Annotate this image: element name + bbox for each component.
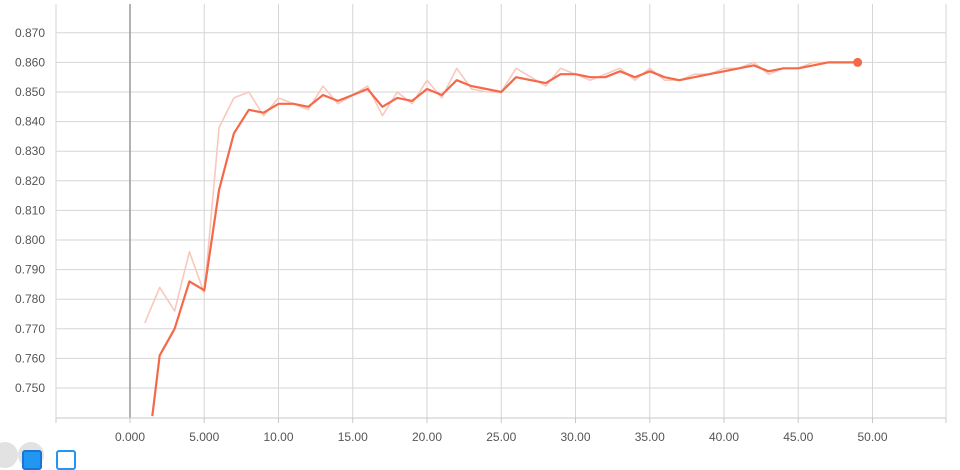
x-tick-label: 0.000	[115, 430, 145, 444]
series	[144, 57, 863, 417]
y-tick-label: 0.870	[15, 26, 45, 40]
fit-icon[interactable]	[56, 450, 76, 470]
x-tick-label: 15.00	[338, 430, 368, 444]
smoothed-series-line	[151, 61, 858, 417]
y-tick-label: 0.830	[15, 144, 45, 158]
chart-toolbar	[0, 442, 100, 470]
checkbox-icon[interactable]	[22, 450, 42, 470]
y-tick-label: 0.820	[15, 174, 45, 188]
series-endpoint-marker	[853, 57, 863, 67]
x-tick-label: 5.000	[189, 430, 219, 444]
y-tick-label: 0.810	[15, 203, 45, 217]
tick-labels: 0.750 0.760 0.770 0.780 0.790 0.800 0.810 0.820…	[15, 26, 888, 444]
y-tick-label: 0.860	[15, 55, 45, 69]
y-tick-label: 0.750	[15, 381, 45, 395]
x-tick-label: 45.00	[783, 430, 813, 444]
y-tick-label: 0.790	[15, 263, 45, 277]
x-tick-label: 50.00	[857, 430, 887, 444]
y-tick-label: 0.780	[15, 292, 45, 306]
x-tick-label: 10.00	[263, 430, 293, 444]
line-chart: 0.750 0.760 0.770 0.780 0.790 0.800 0.810 0.820…	[15, 4, 947, 444]
y-tick-label: 0.850	[15, 85, 45, 99]
expand-icon[interactable]	[0, 442, 18, 468]
x-tick-label: 30.00	[560, 430, 590, 444]
axes	[55, 417, 947, 423]
y-tick-label: 0.800	[15, 233, 45, 247]
x-tick-label: 20.00	[412, 430, 442, 444]
y-tick-label: 0.770	[15, 322, 45, 336]
y-tick-label: 0.760	[15, 351, 45, 365]
x-tick-label: 40.00	[709, 430, 739, 444]
x-tick-label: 35.00	[635, 430, 665, 444]
y-tick-label: 0.840	[15, 115, 45, 129]
x-tick-label: 25.00	[486, 430, 516, 444]
